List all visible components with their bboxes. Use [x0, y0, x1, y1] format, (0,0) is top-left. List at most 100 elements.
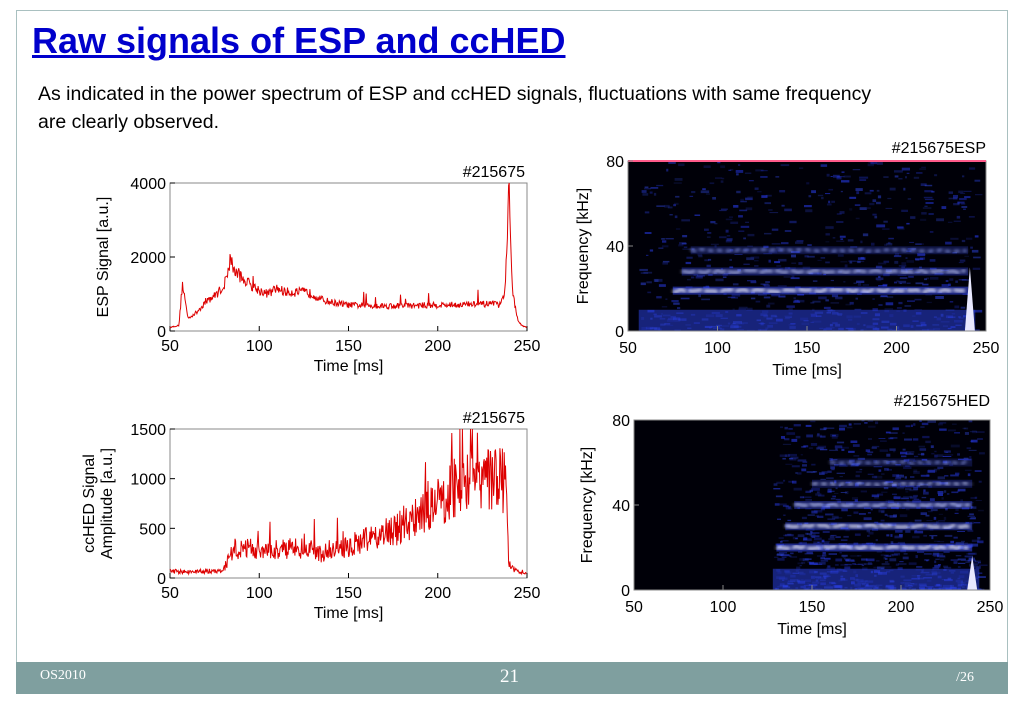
noise-speckle	[820, 507, 825, 511]
noise-speckle	[815, 493, 822, 496]
noise-speckle	[881, 563, 890, 566]
noise-speckle	[962, 427, 967, 430]
noise-speckle	[687, 278, 691, 281]
x-axis-label: Time [ms]	[772, 362, 842, 379]
x-tick-label: 150	[799, 599, 826, 616]
noise-speckle	[963, 208, 966, 210]
noise-speckle	[953, 195, 958, 198]
noise-speckle	[808, 272, 814, 275]
noise-speckle	[872, 308, 878, 312]
noise-speckle	[879, 449, 888, 452]
noise-speckle	[924, 559, 930, 561]
noise-speckle	[844, 563, 852, 566]
noise-speckle	[875, 277, 884, 280]
noise-speckle	[658, 247, 664, 249]
noise-speckle	[849, 459, 855, 463]
noise-speckle	[779, 190, 786, 193]
noise-speckle	[795, 537, 798, 540]
noise-speckle	[848, 423, 852, 426]
y-tick-label: 0	[621, 583, 630, 600]
y-tick-label: 80	[606, 154, 624, 171]
noise-speckle	[912, 460, 917, 462]
noise-speckle	[909, 489, 918, 492]
noise-speckle	[953, 197, 958, 200]
noise-speckle	[901, 497, 909, 500]
noise-speckle	[874, 521, 879, 524]
noise-speckle	[729, 168, 734, 171]
noise-speckle	[791, 254, 796, 258]
noise-speckle	[797, 562, 803, 565]
noise-speckle	[975, 500, 982, 501]
noise-speckle	[948, 191, 953, 194]
noise-speckle	[852, 563, 856, 565]
noise-speckle	[974, 496, 978, 499]
noise-speckle	[898, 178, 903, 180]
noise-speckle	[965, 561, 970, 563]
noise-speckle	[669, 214, 673, 216]
y-tick-label: 1000	[130, 472, 166, 489]
noise-speckle	[806, 471, 816, 473]
noise-speckle	[893, 514, 897, 518]
noise-speckle	[794, 299, 799, 302]
noise-speckle	[771, 228, 779, 231]
noise-speckle	[796, 240, 804, 242]
noise-speckle	[878, 262, 887, 265]
noise-speckle	[738, 306, 748, 309]
noise-speckle	[691, 248, 695, 250]
noise-speckle	[916, 506, 921, 509]
noise-speckle	[867, 562, 872, 565]
noise-speckle	[948, 197, 953, 200]
noise-speckle	[797, 534, 805, 538]
noise-speckle	[942, 456, 952, 457]
noise-speckle	[863, 507, 871, 510]
noise-speckle	[921, 166, 926, 168]
noise-speckle	[972, 561, 979, 565]
noise-speckle	[665, 298, 668, 300]
noise-speckle	[839, 552, 842, 554]
noise-speckle	[644, 188, 651, 190]
y-tick-label: 0	[157, 571, 166, 588]
noise-speckle	[827, 470, 832, 473]
noise-speckle	[869, 202, 875, 206]
noise-speckle	[712, 197, 716, 200]
noise-speckle	[826, 477, 834, 479]
noise-speckle	[876, 201, 881, 205]
noise-speckle	[797, 459, 807, 462]
noise-speckle	[869, 189, 874, 192]
noise-speckle	[790, 277, 800, 280]
noise-speckle	[953, 536, 958, 539]
noise-speckle	[808, 447, 813, 449]
noise-speckle	[906, 260, 914, 263]
noise-speckle	[905, 465, 910, 467]
noise-speckle	[685, 261, 692, 265]
noise-speckle	[977, 576, 986, 578]
noise-speckle	[905, 508, 910, 511]
noise-speckle	[786, 305, 795, 308]
noise-speckle	[701, 298, 710, 301]
noise-speckle	[790, 552, 794, 555]
noise-speckle	[719, 209, 727, 212]
noise-speckle	[893, 552, 900, 556]
noise-speckle	[935, 520, 939, 524]
noise-speckle	[834, 517, 843, 519]
noise-speckle	[680, 297, 690, 300]
noise-speckle	[738, 308, 747, 310]
noise-speckle	[918, 445, 926, 448]
noise-speckle	[874, 475, 883, 479]
noise-speckle	[933, 555, 940, 557]
noise-speckle	[831, 200, 835, 203]
noise-speckle	[890, 437, 898, 439]
noise-speckle	[835, 536, 841, 538]
noise-speckle	[868, 438, 872, 440]
noise-speckle	[696, 274, 705, 277]
noise-speckle	[854, 499, 858, 502]
noise-speckle	[887, 523, 897, 526]
noise-speckle	[825, 241, 830, 243]
noise-speckle	[887, 501, 895, 503]
noise-speckle	[897, 274, 907, 276]
noise-speckle	[955, 280, 958, 283]
noise-speckle	[887, 197, 892, 200]
noise-speckle	[820, 257, 826, 259]
noise-speckle	[750, 281, 757, 284]
